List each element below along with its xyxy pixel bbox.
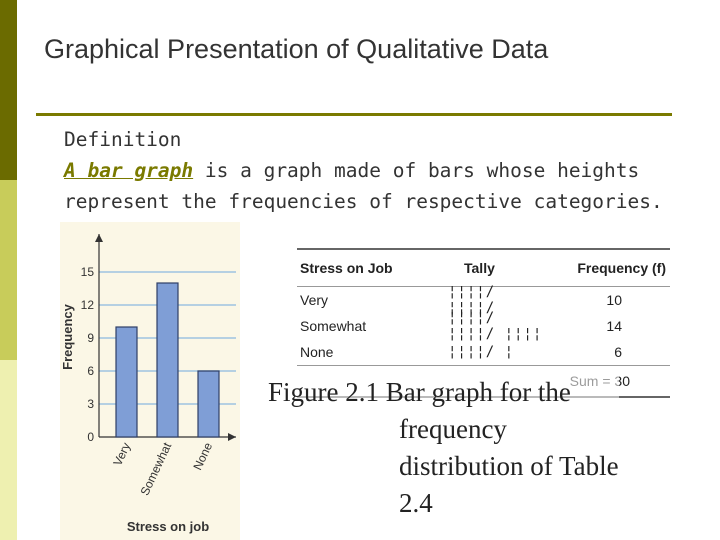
accent-strip-top	[0, 0, 17, 180]
title-divider	[36, 113, 672, 116]
bar-chart: 0 3 6 9 12 15 Very Somewhat None Frequency Stress …	[60, 234, 236, 534]
table-header-rule	[297, 286, 670, 287]
y-axis-title: Frequency	[60, 303, 75, 370]
y-tick-label: 12	[81, 298, 95, 312]
definition-text-1: is a graph made of bars whose heights	[193, 159, 640, 182]
header-frequency: Frequency (f)	[577, 260, 666, 276]
row-frequency: 6	[614, 344, 622, 360]
row-category: None	[300, 344, 334, 360]
x-category-label: None	[190, 440, 215, 472]
row-frequency: 10	[606, 292, 622, 308]
y-axis-arrow	[95, 234, 103, 242]
header-stress: Stress on Job	[300, 260, 393, 276]
definition-line-2: represent the frequencies of respective …	[64, 190, 663, 213]
header-tally: Tally	[464, 260, 495, 276]
accent-strip-bottom	[0, 360, 17, 540]
y-tick-label: 6	[87, 364, 94, 378]
figure-caption: Figure 2.1 Bar graph for the frequency d…	[268, 374, 619, 522]
table-sum-rule	[297, 365, 670, 366]
x-axis-title: Stress on job	[127, 519, 209, 534]
bar-chart-panel: 0 3 6 9 12 15 Very Somewhat None Frequency Stress …	[60, 222, 240, 540]
caption-line-3: distribution of Table	[399, 451, 619, 481]
x-axis-arrow	[228, 433, 236, 441]
table-row: None ¦¦¦¦/ ¦ 6	[297, 339, 670, 365]
y-tick-label: 15	[81, 265, 95, 279]
definition-block: Definition A bar graph is a graph made o…	[64, 124, 714, 217]
row-tally: ¦¦¦¦/ ¦¦¦¦/ ¦¦¦¦	[448, 310, 543, 342]
row-tally: ¦¦¦¦/ ¦	[448, 344, 515, 360]
row-category: Very	[300, 292, 329, 308]
accent-strip-middle	[0, 180, 17, 360]
y-tick-label: 9	[87, 331, 94, 345]
y-tick-label: 0	[87, 430, 94, 444]
table-top-rule	[297, 248, 670, 250]
definition-line-1: A bar graph is a graph made of bars whos…	[64, 155, 714, 186]
row-frequency: 14	[606, 318, 622, 334]
table-row: Very ¦¦¦¦/ ¦¦¦¦/ 10	[297, 284, 670, 316]
definition-term: A bar graph	[64, 159, 194, 182]
y-tick-label: 3	[87, 397, 94, 411]
caption-line-1: Figure 2.1 Bar graph for the	[268, 377, 571, 407]
definition-heading: Definition	[64, 128, 182, 151]
bar-somewhat	[156, 282, 179, 438]
bar-none	[197, 370, 220, 438]
row-tally: ¦¦¦¦/ ¦¦¦¦/	[448, 284, 496, 316]
caption-line-2: frequency	[399, 414, 507, 444]
x-category-label: Very	[110, 440, 133, 468]
row-category: Somewhat	[300, 318, 367, 334]
slide-title: Graphical Presentation of Qualitative Da…	[44, 34, 549, 64]
x-category-label: Somewhat	[138, 440, 175, 498]
bar-very	[115, 326, 138, 438]
table-header-row: Stress on Job Tally Frequency (f)	[297, 250, 670, 286]
caption-line-4: 2.4	[399, 488, 433, 518]
table-row: Somewhat ¦¦¦¦/ ¦¦¦¦/ ¦¦¦¦ 14	[297, 310, 670, 342]
